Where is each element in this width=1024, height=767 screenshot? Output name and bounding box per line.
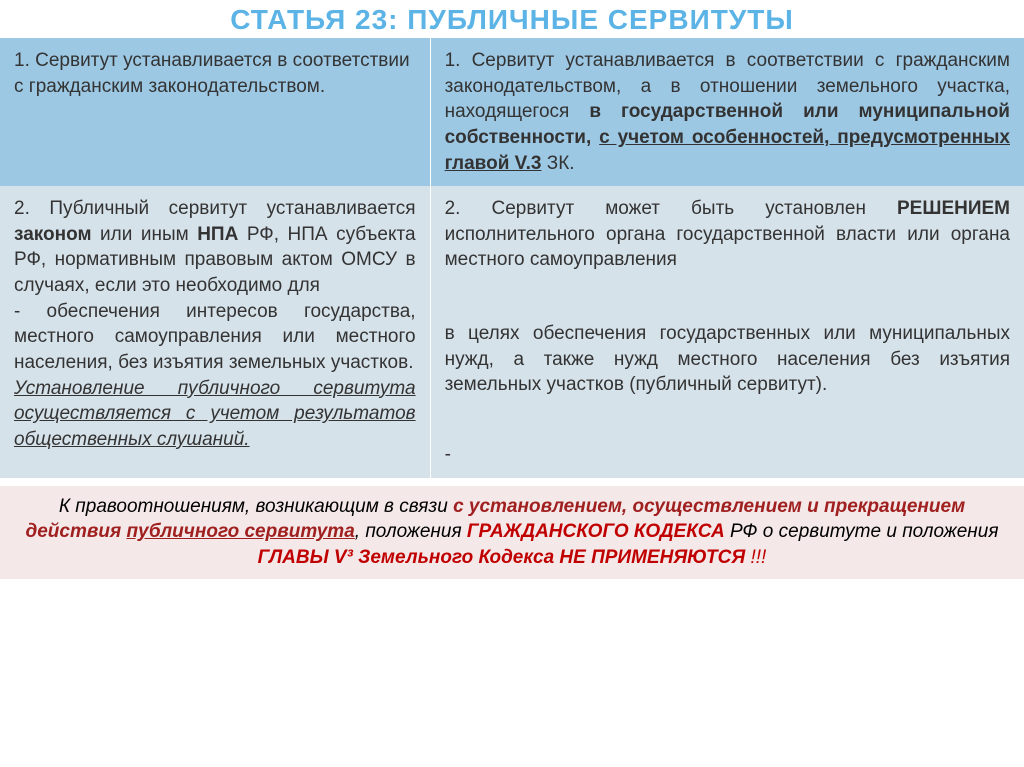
r2l-p3: Установление публичного сервитута осущес… — [14, 376, 416, 453]
r2r-a: 2. Сервитут может быть установлен — [445, 198, 897, 219]
r2r-p3: - — [445, 442, 1010, 468]
r2r-p2: в целях обеспечения государственных или … — [445, 321, 1010, 398]
f-t6: РФ о сервитуте и положения — [725, 521, 999, 542]
r1-left-text: 1. Сервитут устанавливается в соответств… — [14, 48, 416, 99]
comparison-table: 1. Сервитут устанавливается в соответств… — [0, 38, 1024, 478]
f-t7: ГЛАВЫ V³ Земельного Кодекса — [258, 547, 560, 568]
r2l-c: или иным — [92, 224, 198, 245]
cell-r1-left: 1. Сервитут устанавливается в соответств… — [0, 38, 430, 186]
r2l-a: 2. Публичный сервитут устанавливается — [14, 198, 416, 219]
f-t1: К правоотношениям, возникающим в связи — [59, 496, 453, 517]
f-t5: ГРАЖДАНСКОГО КОДЕКСА — [467, 521, 725, 542]
table-row: 2. Публичный сервитут устанавливается за… — [0, 186, 1024, 477]
cell-r2-left: 2. Публичный сервитут устанавливается за… — [0, 186, 430, 477]
f-t3: публичного сервитута — [126, 521, 354, 542]
r2r-c: исполнительного органа государственной в… — [445, 224, 1010, 271]
r2l-b: законом — [14, 224, 92, 245]
f-t9: !!! — [745, 547, 766, 568]
r1r-d: ЗК. — [541, 153, 574, 174]
page-title: СТАТЬЯ 23: Публичные сервитуты — [0, 0, 1024, 38]
r2l-d: НПА — [197, 224, 238, 245]
table-row: 1. Сервитут устанавливается в соответств… — [0, 38, 1024, 186]
r2l-p2: - обеспечения интересов государства, мес… — [14, 299, 416, 376]
cell-r2-right: 2. Сервитут может быть установлен РЕШЕНИ… — [430, 186, 1024, 477]
f-t4: , положения — [355, 521, 467, 542]
footer-note: К правоотношениям, возникающим в связи с… — [0, 486, 1024, 579]
r2r-b: РЕШЕНИЕМ — [897, 198, 1010, 219]
f-t8: НЕ ПРИМЕНЯЮТСЯ — [559, 547, 745, 568]
cell-r1-right: 1. Сервитут устанавливается в соответств… — [430, 38, 1024, 186]
